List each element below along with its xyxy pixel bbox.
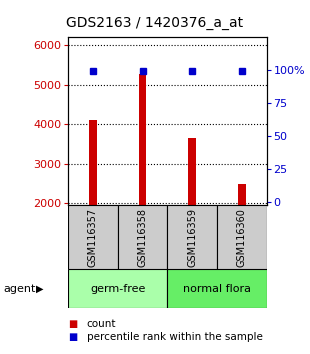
Text: count: count bbox=[87, 319, 116, 329]
Text: ▶: ▶ bbox=[36, 284, 43, 293]
Text: agent: agent bbox=[3, 284, 35, 293]
Bar bbox=[118, 205, 167, 269]
Bar bbox=[188, 138, 196, 282]
Bar bbox=[139, 74, 146, 282]
Bar bbox=[167, 269, 267, 308]
Text: ■: ■ bbox=[68, 332, 78, 342]
Text: percentile rank within the sample: percentile rank within the sample bbox=[87, 332, 263, 342]
Text: GSM116357: GSM116357 bbox=[88, 207, 98, 267]
Text: GDS2163 / 1420376_a_at: GDS2163 / 1420376_a_at bbox=[66, 16, 244, 30]
Bar bbox=[68, 205, 118, 269]
Text: GSM116360: GSM116360 bbox=[237, 208, 247, 267]
Text: ■: ■ bbox=[68, 319, 78, 329]
Text: GSM116358: GSM116358 bbox=[138, 208, 148, 267]
Bar bbox=[89, 120, 97, 282]
Bar bbox=[167, 205, 217, 269]
Bar bbox=[238, 184, 246, 282]
Text: GSM116359: GSM116359 bbox=[187, 208, 197, 267]
Bar bbox=[68, 269, 167, 308]
Bar bbox=[217, 205, 267, 269]
Text: normal flora: normal flora bbox=[183, 284, 251, 293]
Text: germ-free: germ-free bbox=[90, 284, 145, 293]
